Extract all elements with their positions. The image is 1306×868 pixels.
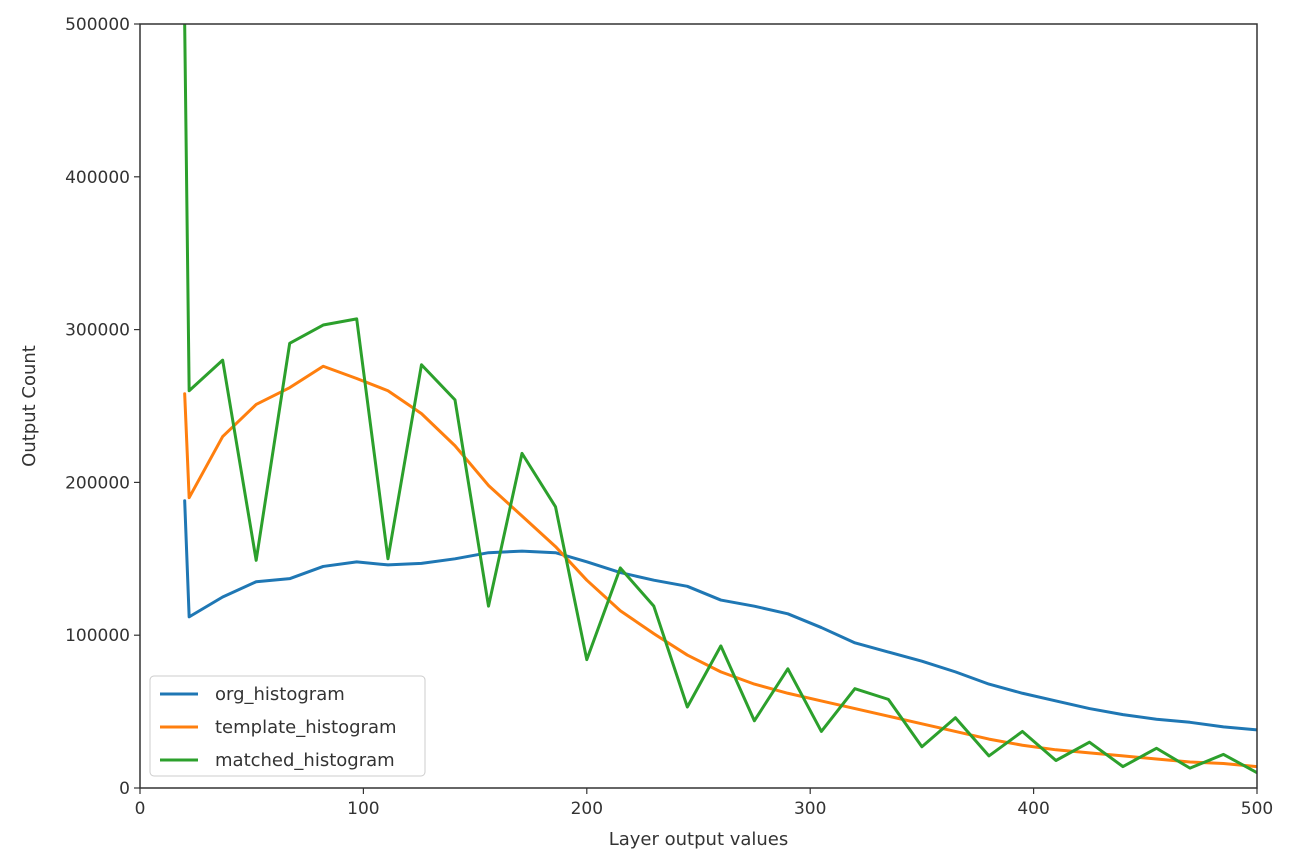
y-tick-label: 0 <box>119 779 130 799</box>
plot-area-frame <box>139 23 1258 789</box>
y-tick-label: 100000 <box>65 626 130 646</box>
y-tick-label: 300000 <box>65 321 130 341</box>
legend: org_histogram template_histogram matched_h… <box>149 675 426 777</box>
x-axis-label: Layer output values <box>609 829 789 850</box>
y-tick-label: 400000 <box>65 168 130 188</box>
legend-entry-label: matched_histogram <box>215 750 395 771</box>
legend-entry-label: template_histogram <box>215 717 397 738</box>
x-tick-label: 400 <box>1017 799 1049 819</box>
series-line-matched-histogram <box>183 24 1257 775</box>
x-tick-label: 100 <box>347 799 379 819</box>
y-tick-label: 200000 <box>65 473 130 493</box>
legend-box <box>149 675 426 777</box>
x-tick-label: 0 <box>135 799 146 819</box>
legend-entry-label: org_histogram <box>215 684 345 705</box>
series-line-org-histogram <box>183 499 1257 732</box>
x-tick-label: 300 <box>794 799 826 819</box>
x-tick-label: 200 <box>571 799 603 819</box>
y-axis-label: Output Count <box>19 345 40 467</box>
y-tick-label: 500000 <box>65 15 130 35</box>
x-tick-label: 500 <box>1241 799 1273 819</box>
